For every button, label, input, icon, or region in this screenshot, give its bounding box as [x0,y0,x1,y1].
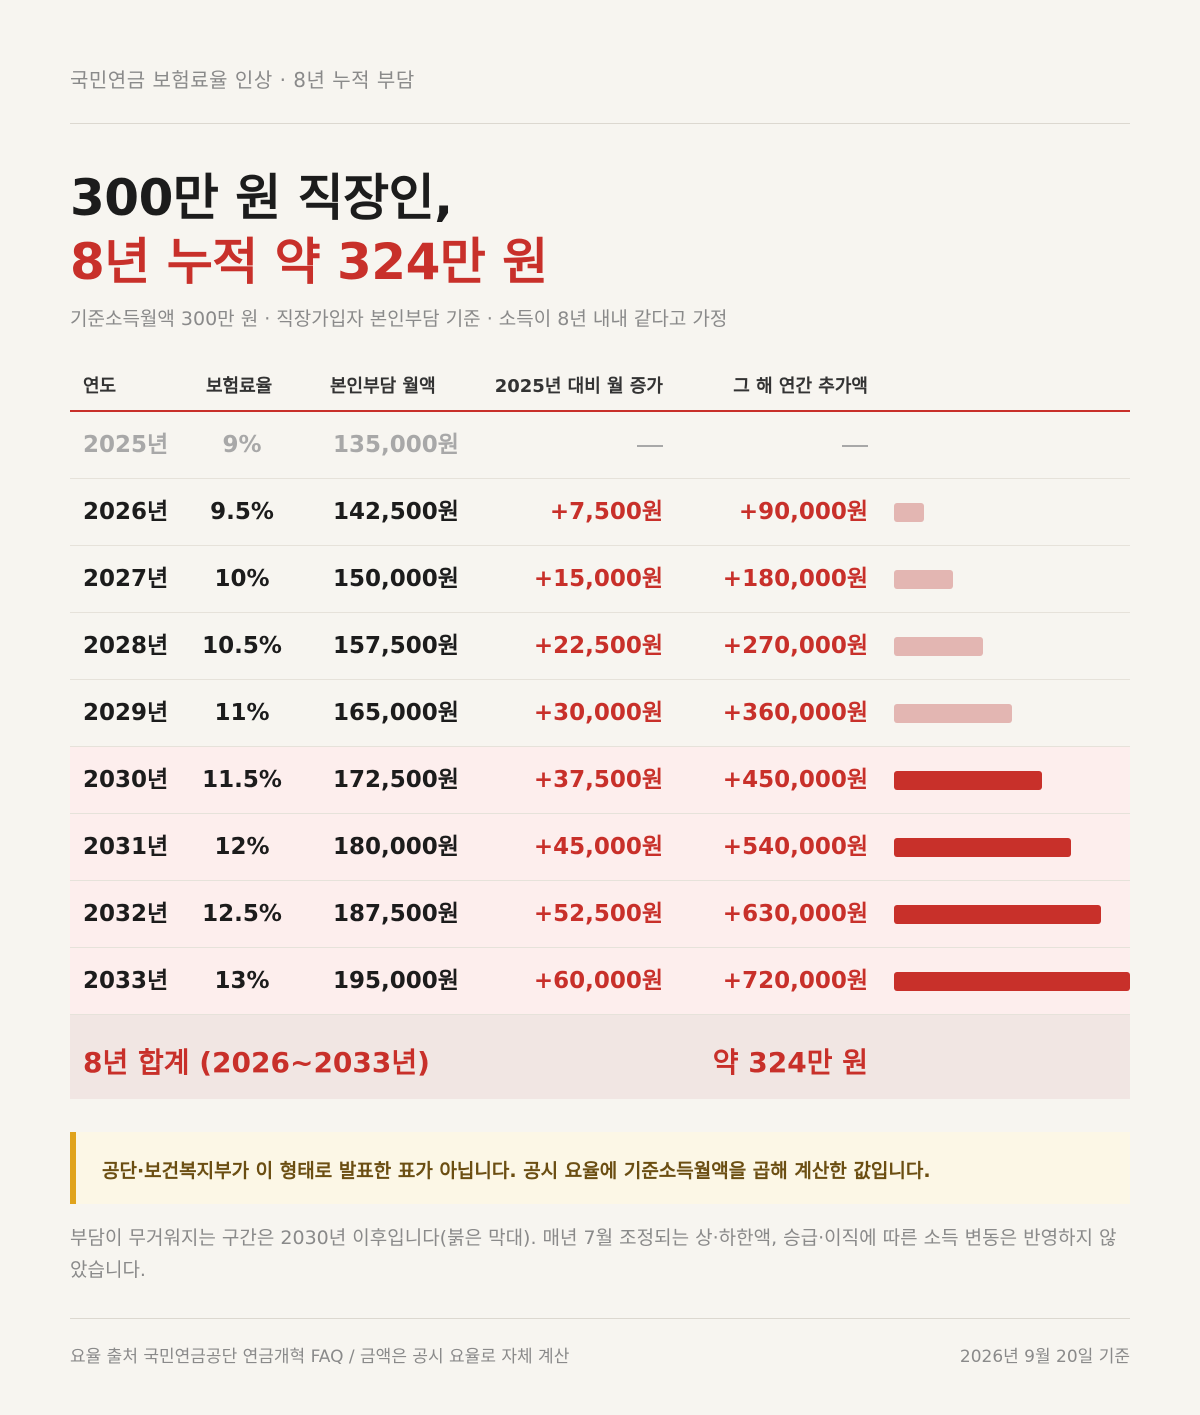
annual-bar [894,637,983,656]
bar-track [894,570,1130,589]
cell-increase: +60,000원 [533,968,663,994]
cell-annual: +180,000원 [722,566,868,592]
page-title: 300만 원 직장인, 8년 누적 약 324만 원 [70,166,1130,294]
cell-year: 2025년 [83,432,169,458]
cell-rate-text: 9.5% [210,499,274,525]
annual-bar [894,838,1071,857]
cell-year: 2027년 [83,566,169,592]
dash-mark [842,444,868,447]
table-row: 2025년 9% 135,000원 [70,412,1130,479]
cell-rate-text: 10% [214,566,270,592]
table-row: 2029년 11% 165,000원 +30,000원 +360,000원 [70,680,1130,747]
contribution-table: 연도 보험료율 본인부담 월액 2025년 대비 월 증가 그 해 연간 추가액… [70,358,1130,1099]
cell-annual: +630,000원 [722,901,868,927]
header-annual: 그 해 연간 추가액 [733,376,868,397]
subtitle: 기준소득월액 300만 원 · 직장가입자 본인부담 기준 · 소득이 8년 내… [70,308,728,330]
header-monthly: 본인부담 월액 [330,376,436,397]
cell-increase: +7,500원 [549,499,663,525]
table-row: 2030년 11.5% 172,500원 +37,500원 +450,000원 [70,747,1130,814]
bar-track [894,771,1130,790]
cell-year: 2032년 [83,901,169,927]
cell-increase: +15,000원 [533,566,663,592]
table-body: 2025년 9% 135,000원 2026년 9.5% 142,500원 +7,500원 +… [70,412,1130,1015]
cell-rate-text: 9% [222,432,262,458]
cell-year: 2026년 [83,499,169,525]
description: 부담이 무거워지는 구간은 2030년 이후입니다(붉은 막대). 매년 7월 … [70,1227,1117,1281]
dash-mark [637,444,663,447]
cell-increase: +52,500원 [533,901,663,927]
top-label: 국민연금 보험료율 인상 · 8년 누적 부담 [70,68,415,92]
total-value: 약 324만 원 [712,1046,868,1079]
title-line-1: 300만 원 직장인, [70,169,453,227]
annual-bar [894,905,1101,924]
annual-bar [894,570,953,589]
cell-monthly: 180,000원 [333,834,459,860]
total-row: 8년 합계 (2026~2033년) 약 324만 원 [70,1015,1130,1099]
bar-track [894,503,1130,522]
cell-year: 2030년 [83,767,169,793]
bar-track [894,637,1130,656]
cell-annual: +540,000원 [722,834,868,860]
annual-bar [894,503,924,522]
cell-monthly: 165,000원 [333,700,459,726]
cell-rate-text: 12% [214,834,270,860]
header-increase: 2025년 대비 월 증가 [494,376,663,397]
cell-monthly: 142,500원 [333,499,459,525]
footer-source: 요율 출처 국민연금공단 연금개혁 FAQ / 금액은 공시 요율로 자체 계산 [70,1347,570,1367]
cell-increase: +37,500원 [533,767,663,793]
cell-annual-empty [842,432,868,458]
table-row: 2032년 12.5% 187,500원 +52,500원 +630,000원 [70,881,1130,948]
top-divider [70,123,1130,124]
cell-rate-text: 13% [214,968,270,994]
bottom-divider [70,1318,1130,1319]
table-header: 연도 보험료율 본인부담 월액 2025년 대비 월 증가 그 해 연간 추가액 [70,358,1130,412]
table-row: 2026년 9.5% 142,500원 +7,500원 +90,000원 [70,479,1130,546]
bar-track [894,704,1130,723]
cell-monthly: 135,000원 [333,432,459,458]
footer-date: 2026년 9월 20일 기준 [959,1347,1130,1367]
bar-track [894,905,1130,924]
table-row: 2028년 10.5% 157,500원 +22,500원 +270,000원 [70,613,1130,680]
cell-year: 2029년 [83,700,169,726]
table-row: 2031년 12% 180,000원 +45,000원 +540,000원 [70,814,1130,881]
cell-monthly: 172,500원 [333,767,459,793]
cell-rate-text: 11.5% [202,767,282,793]
cell-monthly: 157,500원 [333,633,459,659]
cell-rate-text: 10.5% [202,633,282,659]
table-row: 2027년 10% 150,000원 +15,000원 +180,000원 [70,546,1130,613]
table-row: 2033년 13% 195,000원 +60,000원 +720,000원 [70,948,1130,1015]
cell-annual: +90,000원 [738,499,868,525]
cell-monthly: 187,500원 [333,901,459,927]
annual-bar [894,972,1130,991]
cell-increase: +22,500원 [533,633,663,659]
cell-year: 2028년 [83,633,169,659]
total-label: 8년 합계 (2026~2033년) [83,1046,430,1079]
cell-year: 2031년 [83,834,169,860]
title-line-2: 8년 누적 약 324만 원 [70,233,548,291]
cell-increase-empty [637,432,663,458]
cell-increase: +45,000원 [533,834,663,860]
bar-track [894,972,1130,991]
cell-annual: +270,000원 [722,633,868,659]
cell-rate-text: 12.5% [202,901,282,927]
cell-monthly: 150,000원 [333,566,459,592]
disclaimer-note: 공단·보건복지부가 이 형태로 발표한 표가 아닙니다. 공시 요율에 기준소득… [70,1132,1130,1204]
cell-rate-text: 11% [214,700,270,726]
cell-monthly: 195,000원 [333,968,459,994]
cell-annual: +360,000원 [722,700,868,726]
cell-increase: +30,000원 [533,700,663,726]
cell-year: 2033년 [83,968,169,994]
header-year: 연도 [83,376,117,397]
bar-track [894,838,1130,857]
annual-bar [894,704,1012,723]
cell-annual: +720,000원 [722,968,868,994]
cell-annual: +450,000원 [722,767,868,793]
note-text: 공단·보건복지부가 이 형태로 발표한 표가 아닙니다. 공시 요율에 기준소득… [102,1160,931,1182]
header-rate: 보험료율 [206,376,273,397]
annual-bar [894,771,1042,790]
